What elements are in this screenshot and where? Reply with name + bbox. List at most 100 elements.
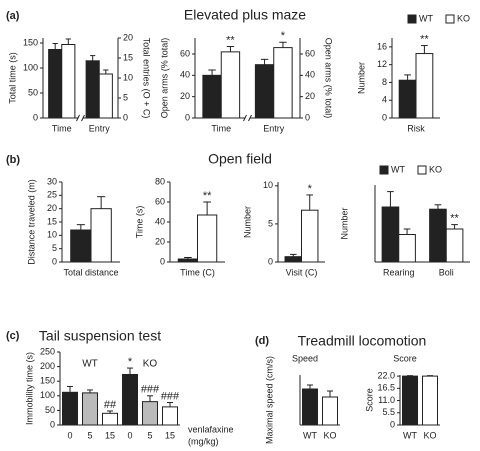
significance: **	[450, 213, 459, 225]
y2-tick-label: 15	[123, 52, 133, 62]
y-tick-label: 250	[40, 346, 55, 356]
y-tick-label: 5	[268, 218, 273, 228]
y-tick-label: 100	[40, 390, 55, 400]
y-tick-label: 80	[155, 176, 165, 186]
y2-axis-label: Total entries (O + C)	[142, 38, 152, 119]
x-axis-label: venlafaxine	[188, 424, 234, 434]
y-tick-label: 100	[23, 62, 38, 72]
bar	[122, 373, 138, 426]
bar	[398, 79, 417, 119]
panel-title: Treadmill locomotion	[298, 333, 427, 349]
y-tick-label: 20	[155, 236, 165, 246]
significance: **	[420, 33, 429, 45]
legend-swatch	[407, 14, 417, 24]
y-tick-label: 0	[50, 419, 55, 429]
x-tick-label: Time	[52, 123, 72, 133]
panel-title: Elevated plus maze	[184, 7, 306, 23]
significance: **	[226, 34, 235, 46]
y2-axis-label: Open arms (% total)	[324, 38, 334, 119]
bar	[220, 51, 241, 119]
y-tick-label: 8	[382, 77, 387, 87]
bar	[85, 60, 100, 119]
bar	[70, 229, 92, 263]
x-tick-label: Total distance	[63, 267, 118, 277]
y-tick-label: 0	[268, 256, 273, 266]
significance: ###	[161, 390, 180, 402]
y2-tick-label: 20	[305, 91, 315, 101]
x-tick-label: Boli	[439, 267, 454, 277]
y-tick-label: 25	[47, 190, 57, 200]
legend-swatch	[445, 14, 455, 24]
y-tick-label: 50	[45, 405, 55, 415]
bar	[82, 392, 98, 426]
bar	[381, 206, 400, 263]
panel-label: (a)	[6, 10, 20, 22]
significance: *	[128, 356, 133, 368]
y-tick-label: 10	[263, 180, 273, 190]
bar	[415, 53, 434, 119]
bar	[301, 209, 319, 263]
y-tick-label: 50	[28, 87, 38, 97]
bar	[102, 412, 118, 426]
axis-break	[243, 114, 247, 122]
y-tick-label: 16.5	[377, 383, 395, 393]
significance: *	[308, 183, 313, 195]
x-tick-label: KO	[323, 430, 336, 440]
x-tick-label: 5	[147, 430, 152, 440]
y-tick-label: 10	[47, 230, 57, 240]
x-tick-label: 15	[105, 430, 115, 440]
bar	[61, 44, 76, 119]
y-tick-label: 11.0	[378, 395, 395, 405]
bar	[445, 228, 464, 263]
y-axis-label: Immobility time (s)	[24, 352, 34, 425]
y2-tick-label: 5	[123, 92, 128, 102]
x-tick-label: 15	[165, 430, 175, 440]
bar	[90, 208, 112, 263]
y-axis-label: Maximal speed (cm/s)	[264, 356, 274, 444]
axis-break-gap	[78, 115, 83, 121]
group-label: WT	[82, 359, 98, 370]
bar	[284, 256, 302, 263]
significance: *	[281, 30, 286, 42]
y-axis-label: Distance traveled (m)	[26, 179, 36, 265]
x-tick-label: WT	[403, 430, 417, 440]
x-tick-label: 0	[67, 430, 72, 440]
y-tick-label: 0	[390, 419, 395, 429]
legend-label: KO	[457, 13, 470, 23]
legend-label: WT	[419, 13, 433, 23]
y-axis-label: Number	[339, 207, 349, 239]
bar	[422, 375, 438, 426]
y-axis-label: Open arms (% total)	[159, 38, 169, 119]
y2-tick-label: 0	[123, 112, 128, 122]
group-label: KO	[143, 359, 158, 370]
y-tick-label: 0	[52, 256, 57, 266]
y2-tick-label: 10	[123, 72, 133, 82]
panel-label: (c)	[6, 330, 20, 342]
panel-label: (b)	[6, 154, 20, 166]
bar	[322, 396, 338, 426]
y-tick-label: 12	[377, 59, 387, 69]
significance: ###	[141, 384, 160, 396]
y-tick-label: 0	[33, 112, 38, 122]
significance: ##	[104, 399, 117, 411]
panel-title: Tail suspension test	[39, 328, 161, 344]
bar	[202, 74, 222, 119]
x-tick-label: Entry	[263, 123, 285, 133]
bar	[62, 391, 78, 426]
bar	[197, 214, 218, 263]
y-axis-label: Total time (s)	[7, 52, 17, 104]
x-tick-label: KO	[423, 430, 436, 440]
y-tick-label: 22.0	[377, 370, 395, 380]
legend-swatch	[417, 165, 427, 175]
y-tick-label: 5	[52, 243, 57, 253]
y-tick-label: 150	[23, 37, 38, 47]
bar	[142, 401, 158, 426]
y-tick-label: 40	[155, 216, 165, 226]
panel-title: Open field	[208, 151, 272, 167]
y-axis-label: Number	[356, 62, 366, 94]
y-tick-label: 60	[155, 196, 165, 206]
bar	[98, 73, 113, 119]
y-tick-label: 5.5	[382, 407, 395, 417]
y-tick-label: 60	[180, 48, 190, 58]
